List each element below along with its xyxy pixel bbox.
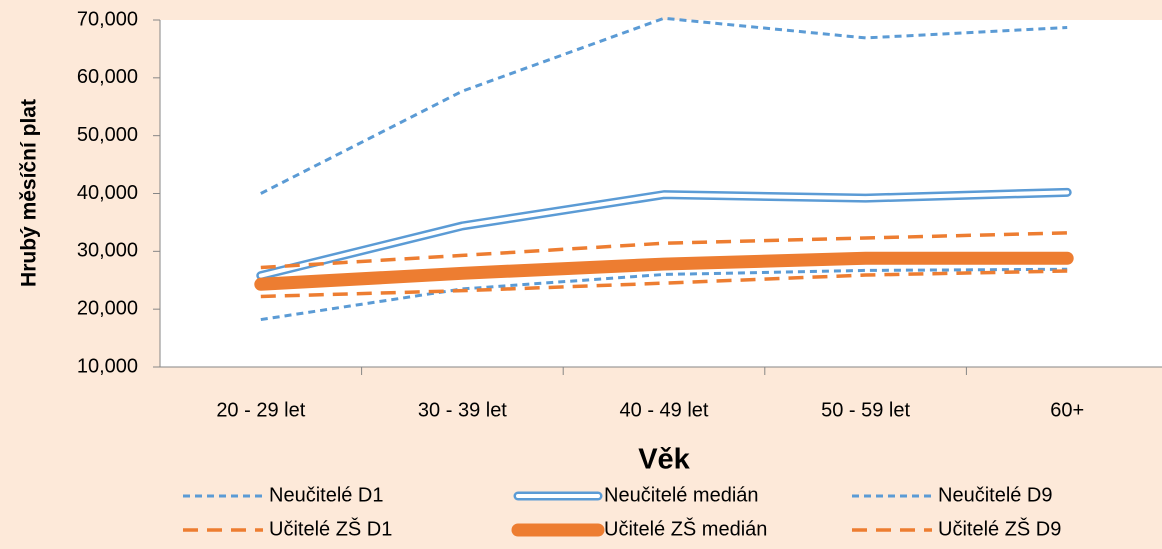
x-tick-label: 30 - 39 let — [418, 399, 507, 421]
series-line — [260, 269, 1068, 299]
series-line — [260, 16, 1068, 195]
x-tick-label: 20 - 29 let — [216, 399, 305, 421]
y-tick-label: 10,000 — [77, 355, 138, 377]
x-axis-title: Věk — [638, 444, 690, 476]
y-tick-label: 40,000 — [77, 182, 138, 204]
y-axis-title: Hrubý měsíční plat — [18, 99, 41, 287]
legend-label: Neučitelé D1 — [269, 484, 384, 506]
series-line — [260, 231, 1068, 270]
y-tick-label: 70,000 — [77, 8, 138, 30]
y-tick-label: 30,000 — [77, 240, 138, 262]
lines — [254, 16, 1074, 322]
x-tick-label: 50 - 59 let — [821, 399, 910, 421]
x-tick-label: 40 - 49 let — [620, 399, 709, 421]
legend-label: Neučitelé D9 — [938, 484, 1053, 506]
series-line-inner — [258, 190, 1070, 278]
y-tick-label: 60,000 — [77, 66, 138, 88]
x-tick-label: 60+ — [1050, 399, 1084, 421]
series-line — [260, 267, 1068, 322]
legend-label: Neučitelé medián — [604, 484, 759, 506]
legend-label: Učitelé ZŠ D9 — [938, 517, 1061, 540]
y-tick-label: 50,000 — [77, 124, 138, 146]
y-tick-label: 20,000 — [77, 297, 138, 319]
legend-label: Učitelé ZŠ medián — [604, 517, 767, 540]
series-line — [254, 251, 1074, 291]
legend-label: Učitelé ZŠ D1 — [269, 517, 392, 540]
